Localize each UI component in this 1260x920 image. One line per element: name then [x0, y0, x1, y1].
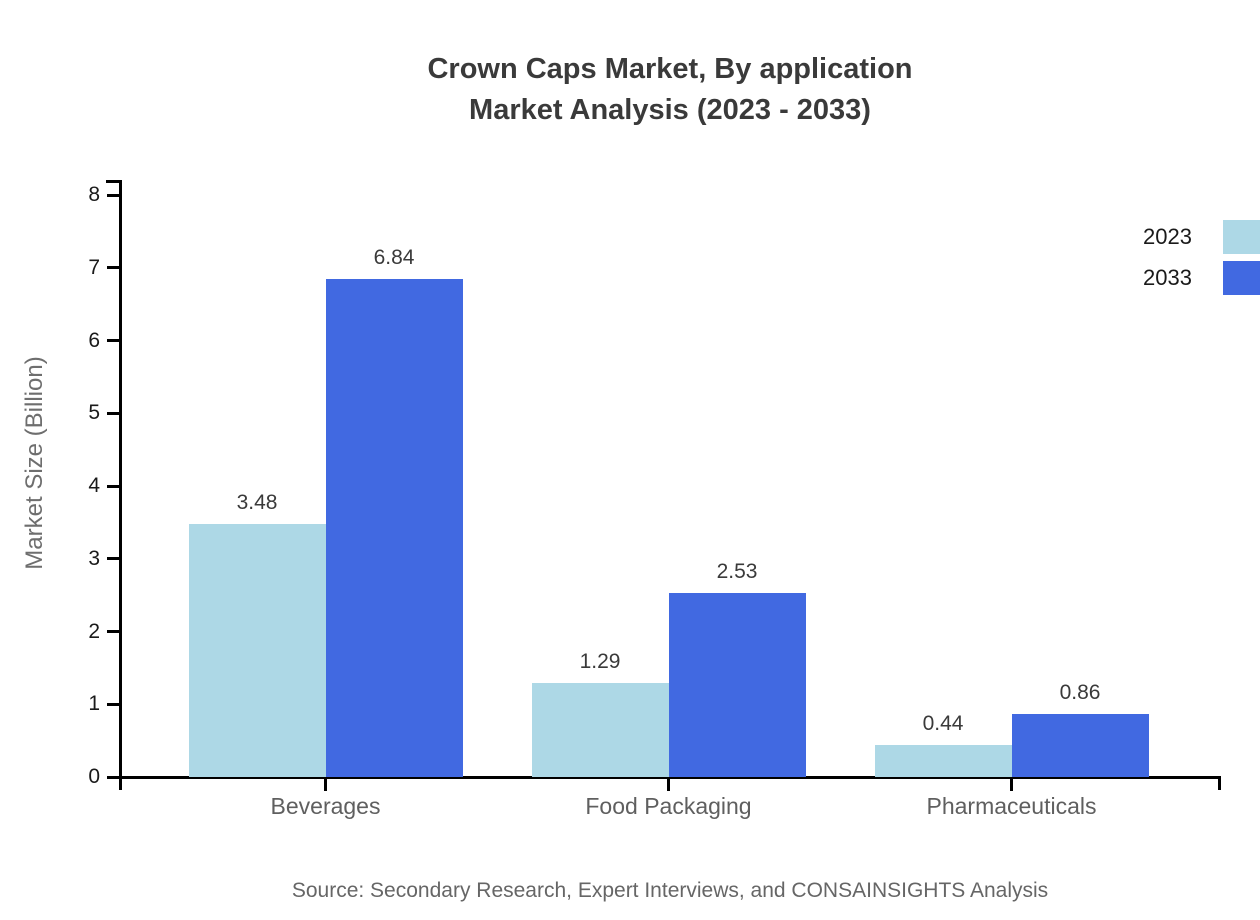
bar-2033-pharmaceuticals	[1011, 714, 1149, 777]
value-label: 0.86	[1059, 681, 1101, 704]
legend-swatch-2023	[1223, 220, 1260, 254]
x-tick	[324, 777, 327, 791]
bar-2023-food-packaging	[531, 683, 669, 777]
bar-2023-pharmaceuticals	[874, 745, 1012, 777]
y-tick-label: 5	[88, 401, 100, 425]
bar-2033-beverages	[325, 279, 463, 777]
y-tick-label: 4	[88, 474, 100, 497]
x-tick	[667, 777, 670, 791]
y-tick-label: 7	[88, 255, 100, 279]
y-tick-label: 1	[88, 692, 100, 716]
x-axis-right-cap	[1218, 776, 1221, 790]
category-label: Pharmaceuticals	[926, 793, 1097, 819]
legend-label-2033: 2033	[1143, 265, 1192, 290]
x-axis-line	[107, 776, 1221, 779]
y-tick	[107, 484, 119, 488]
bar-2023-beverages	[188, 524, 326, 777]
value-label: 0.44	[922, 712, 964, 735]
y-tick	[107, 702, 119, 706]
value-label: 1.29	[579, 650, 621, 673]
y-tick	[107, 557, 119, 561]
y-tick	[107, 411, 119, 415]
legend-swatch-2033	[1223, 261, 1260, 295]
source-note: Source: Secondary Research, Expert Inter…	[291, 879, 1049, 902]
y-tick-label: 6	[88, 328, 100, 352]
x-tick	[1010, 777, 1013, 791]
y-axis-line	[119, 180, 122, 790]
value-label: 6.84	[373, 246, 415, 269]
y-axis-top-cap	[106, 180, 119, 183]
y-tick	[107, 775, 119, 779]
y-tick-label: 8	[88, 183, 100, 206]
chart-title-line1: Crown Caps Market, By application	[427, 53, 913, 85]
category-label: Beverages	[270, 793, 381, 819]
y-tick	[107, 339, 119, 342]
legend-label-2023: 2023	[1143, 224, 1192, 249]
chart-title-line2: Market Analysis (2023 - 2033)	[469, 94, 871, 126]
category-label: Food Packaging	[585, 793, 752, 819]
value-label: 2.53	[716, 560, 758, 583]
y-tick	[107, 193, 119, 197]
value-label: 3.48	[236, 491, 278, 514]
bar-2033-food-packaging	[668, 593, 806, 777]
y-tick-label: 2	[88, 619, 100, 643]
y-axis-label: Market Size (Billion)	[21, 356, 48, 570]
y-tick-label: 3	[88, 546, 100, 570]
y-tick-label: 0	[88, 765, 100, 788]
y-tick	[107, 266, 119, 270]
chart-title: Crown Caps Market, By application Market…	[80, 49, 1260, 131]
y-tick	[107, 630, 119, 633]
